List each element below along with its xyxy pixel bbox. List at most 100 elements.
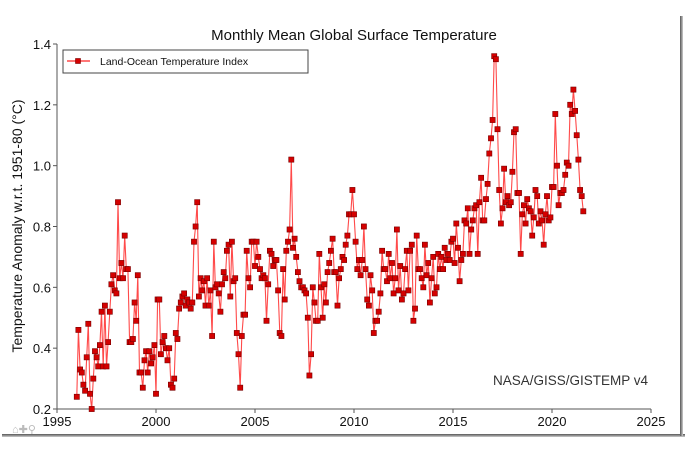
legend-entry-label: Land-Ocean Temperature Index [100, 56, 249, 68]
data-point [93, 354, 100, 361]
data-point [334, 302, 341, 309]
data-point [389, 260, 395, 266]
data-point [318, 284, 324, 291]
zoom-icon[interactable]: ⚲ [27, 424, 36, 436]
data-point [275, 287, 281, 294]
home-icon[interactable]: ⌂ [12, 424, 19, 436]
data-point [425, 260, 432, 266]
data-point [359, 257, 366, 263]
data-point [573, 132, 580, 139]
y-tick-label: 0.4 [33, 341, 51, 356]
data-point [580, 208, 587, 215]
data-point [504, 193, 511, 199]
data-point [273, 257, 280, 263]
data-point [517, 251, 524, 257]
data-point [451, 260, 458, 266]
data-point [524, 196, 531, 202]
data-point [308, 351, 314, 358]
data-point [578, 193, 585, 199]
data-point [214, 281, 220, 288]
data-point [309, 284, 316, 291]
data-point [496, 187, 503, 193]
source-annotation: NASA/GISS/GISTEMP v4 [493, 373, 649, 388]
data-point [293, 254, 300, 260]
x-tick-label: 1995 [43, 414, 72, 429]
x-ticks: 1995 2000 2005 2010 2015 2020 2025 [43, 409, 666, 429]
data-point [144, 369, 151, 376]
data-point [148, 360, 154, 367]
data-point [215, 290, 222, 297]
data-point [174, 336, 181, 342]
y-tick-label: 1.4 [33, 37, 51, 52]
data-point [197, 275, 204, 282]
data-point [509, 168, 516, 175]
data-point [483, 196, 489, 202]
y-tick-label: 0.8 [33, 220, 51, 235]
data-point [494, 126, 501, 133]
data-point [478, 174, 484, 181]
data-point [547, 214, 554, 221]
data-point [565, 162, 572, 169]
y-tick-label: 1.0 [33, 159, 51, 174]
data-point [131, 299, 138, 306]
data-point [227, 293, 234, 300]
data-point [327, 247, 334, 254]
data-point [382, 266, 389, 272]
data-point [418, 275, 425, 282]
data-point [83, 354, 90, 361]
data-point [115, 199, 121, 206]
legend-box [62, 49, 309, 74]
data-point [421, 241, 428, 248]
data-point [171, 375, 178, 382]
data-point [492, 56, 499, 63]
data-point [473, 202, 479, 209]
data-point [133, 317, 140, 324]
pan-icon[interactable]: ✚ [18, 424, 28, 436]
data-point [527, 208, 534, 215]
data-point [463, 220, 470, 227]
data-point [199, 287, 206, 294]
data-point [139, 384, 146, 391]
data-point [459, 251, 466, 257]
data-point [222, 275, 229, 282]
data-point [332, 269, 339, 275]
y-tick-label: 0.6 [33, 280, 51, 295]
data-point [552, 111, 559, 117]
data-point [534, 193, 541, 199]
data-point [407, 247, 413, 254]
data-point [252, 263, 258, 269]
data-point [319, 314, 326, 321]
data-point [375, 308, 382, 315]
data-point [481, 217, 488, 224]
data-point [294, 269, 301, 275]
data-point [476, 199, 483, 206]
data-point [156, 296, 163, 303]
frame-shadow-right [680, 16, 683, 436]
data-point [390, 290, 397, 297]
data-point [562, 171, 569, 178]
data-point [550, 184, 557, 190]
data-point [384, 278, 390, 285]
x-tick-label: 2025 [637, 414, 666, 429]
legend-marker-sample [75, 58, 81, 64]
data-point [209, 333, 215, 339]
data-point [453, 220, 460, 227]
data-point [464, 205, 471, 212]
data-point [445, 251, 451, 257]
data-point [395, 287, 402, 294]
data-point [458, 257, 465, 263]
frame-shadow-bottom [2, 434, 685, 437]
data-point [118, 260, 125, 266]
data-point [194, 199, 201, 206]
data-point [324, 269, 331, 275]
data-point [385, 251, 392, 257]
data-point [95, 363, 102, 370]
data-point [311, 299, 318, 306]
data-point [80, 381, 87, 388]
data-point [469, 217, 476, 224]
data-point [268, 251, 275, 257]
data-point [440, 266, 446, 272]
data-point [306, 372, 313, 379]
data-point [354, 266, 361, 272]
